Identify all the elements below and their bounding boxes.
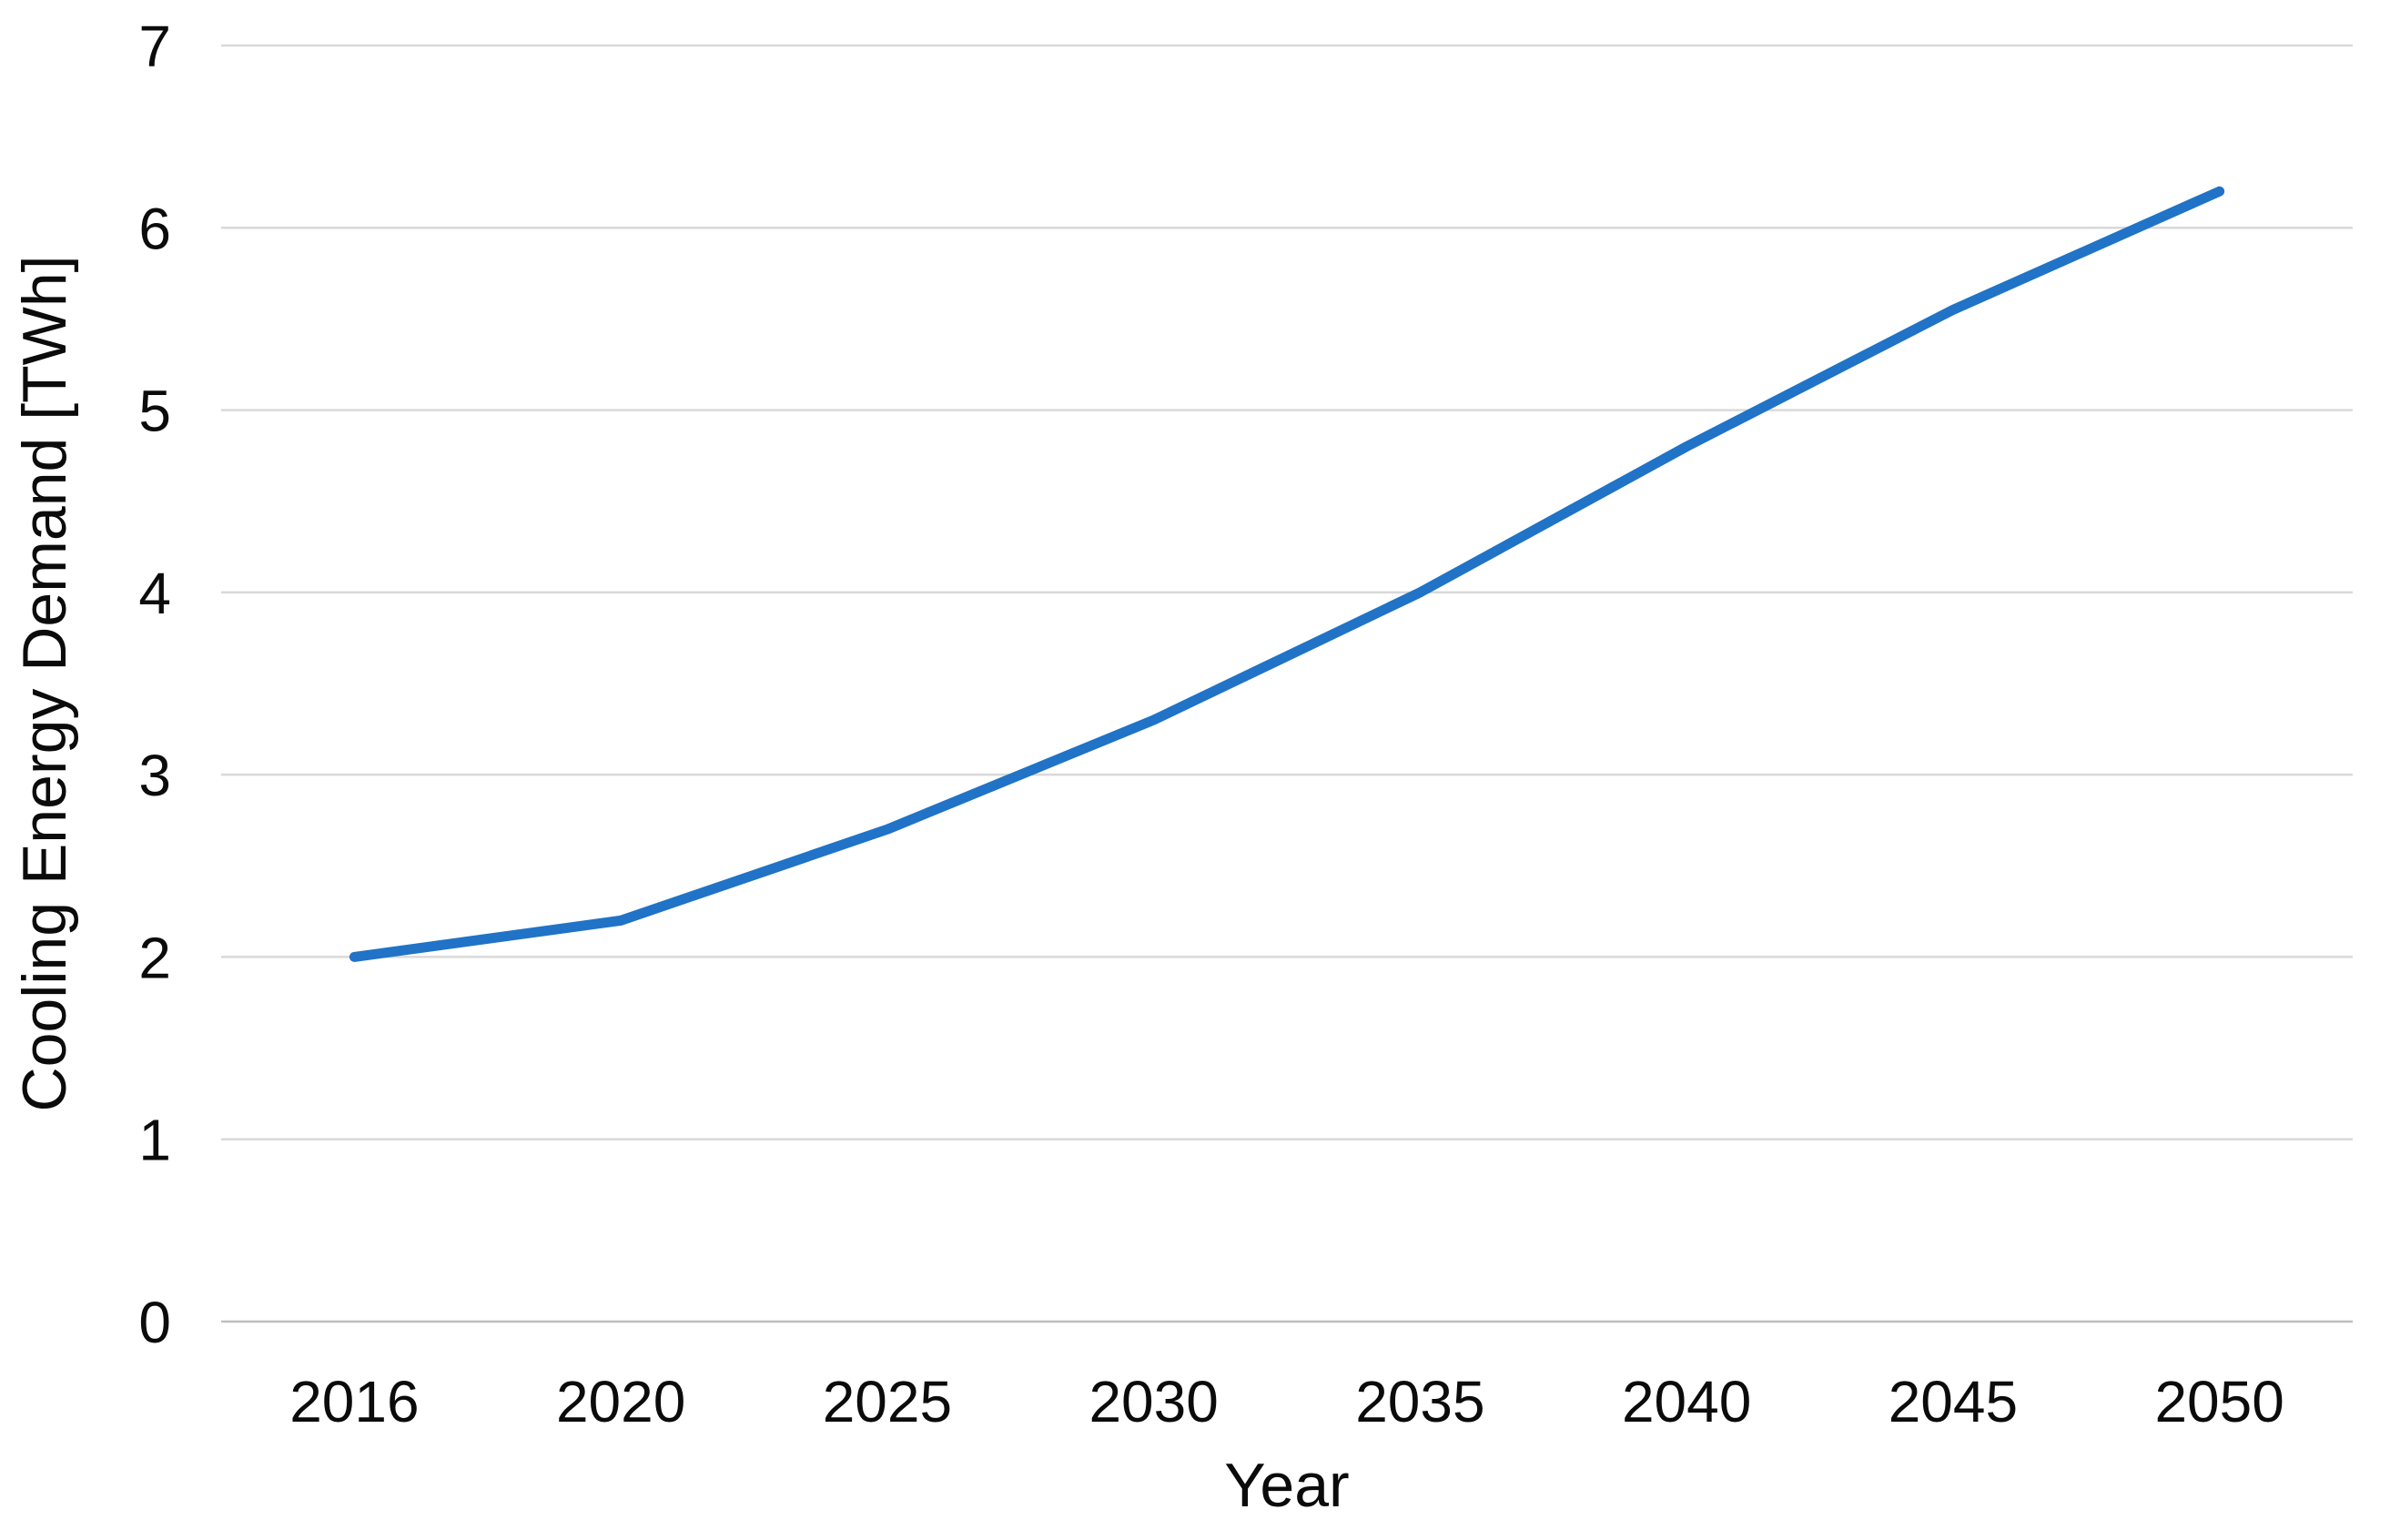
x-tick-label: 2030 <box>1089 1369 1218 1434</box>
y-tick-label: 3 <box>138 743 171 808</box>
x-tick-label: 2045 <box>1889 1369 2018 1434</box>
y-tick-label: 0 <box>138 1290 171 1355</box>
x-tick-label: 2035 <box>1355 1369 1484 1434</box>
demand-line-series <box>349 186 2225 962</box>
x-axis-title: Year <box>1224 1451 1349 1520</box>
y-tick-label: 7 <box>138 14 171 79</box>
y-tick-label: 6 <box>138 196 171 261</box>
y-axis-title: Cooling Energy Demand [TWh] <box>10 255 79 1111</box>
x-tick-label: 2050 <box>2154 1369 2284 1434</box>
y-tick-label: 2 <box>138 925 171 990</box>
x-tick-label: 2016 <box>289 1369 419 1434</box>
y-tick-label: 4 <box>138 561 171 626</box>
x-tick-labels-group: 2016 2020 2025 2030 2035 2040 2045 2050 <box>289 1369 2284 1434</box>
y-tick-labels-group: 0 1 2 3 4 5 6 7 <box>138 14 171 1355</box>
x-tick-label: 2025 <box>823 1369 952 1434</box>
y-tick-label: 5 <box>138 379 171 444</box>
x-tick-label: 2040 <box>1622 1369 1751 1434</box>
y-tick-label: 1 <box>138 1108 171 1173</box>
gridlines-group <box>221 44 2353 1323</box>
x-tick-label: 2020 <box>556 1369 685 1434</box>
